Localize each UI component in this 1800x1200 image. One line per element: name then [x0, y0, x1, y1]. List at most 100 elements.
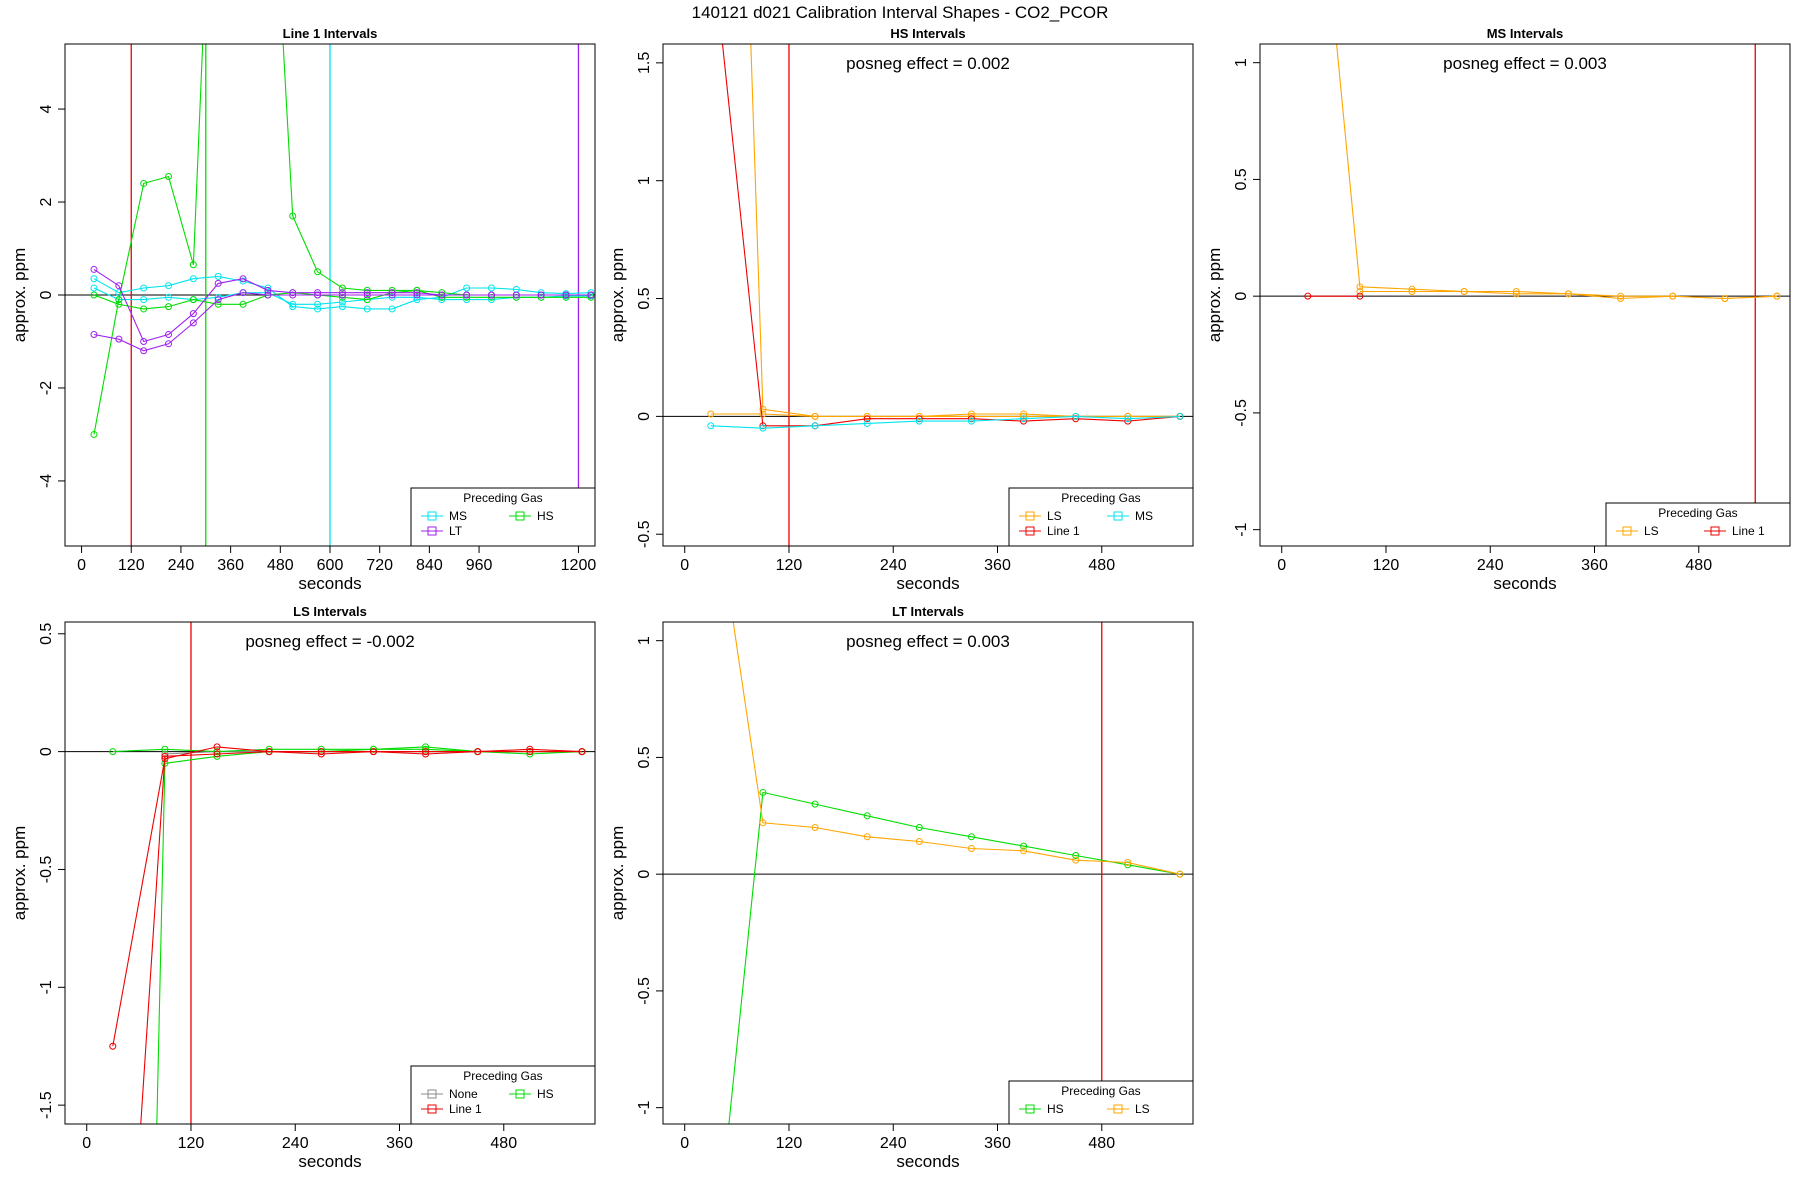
- x-tick-label: 360: [217, 557, 244, 574]
- panel-2: HS Intervals 0 120 240 360 480 -0.5 0 0.5 1 1.5 sec…: [608, 26, 1194, 593]
- y-tick-label: 1: [636, 636, 653, 645]
- data-point: [438, 291, 446, 299]
- legend: Preceding Gas None HS Line 1: [410, 1065, 596, 1125]
- y-tick-label: 2: [38, 197, 55, 206]
- data-point: [1020, 415, 1028, 423]
- data-point: [587, 293, 595, 301]
- data-point: [1124, 858, 1132, 866]
- data-point: [438, 293, 446, 301]
- y-tick-label: -0.5: [38, 856, 55, 884]
- data-point: [915, 837, 923, 845]
- data-point: [213, 750, 221, 758]
- x-tick-label: 120: [118, 557, 145, 574]
- y-tick-label: 0.5: [636, 287, 653, 309]
- y-tick-label: 0: [38, 290, 55, 299]
- data-point: [317, 745, 325, 753]
- data-point: [314, 305, 322, 313]
- y-tick-label: -1: [38, 980, 55, 994]
- series-line-hs: [93, 289, 591, 310]
- legend: Preceding Gas LS MS Line 1: [1008, 487, 1194, 547]
- x-tick-label: 120: [1373, 557, 1400, 574]
- data-point: [265, 748, 273, 756]
- legend-label: Line 1: [449, 1102, 482, 1116]
- posneg-annotation: posneg effect = 0.003: [1443, 54, 1607, 73]
- data-point: [915, 415, 923, 423]
- data-point: [1512, 287, 1520, 295]
- legend-marker: [1710, 526, 1720, 536]
- data-point: [189, 296, 197, 304]
- data-point: [578, 748, 586, 756]
- y-tick-label: 0.5: [636, 746, 653, 768]
- data-point: [1356, 287, 1364, 295]
- data-point: [338, 289, 346, 297]
- data-point: [165, 282, 173, 290]
- x-tick-label: 240: [168, 557, 195, 574]
- data-point: [1356, 292, 1364, 300]
- legend-label: LS: [1135, 1102, 1150, 1116]
- series-line-ms: [93, 275, 591, 310]
- data-point: [526, 750, 534, 758]
- x-tick-label: 480: [1088, 557, 1115, 574]
- data-point: [1072, 415, 1080, 423]
- y-tick-label: 0.5: [38, 623, 55, 645]
- y-tick-label: -1.5: [38, 1091, 55, 1119]
- data-point: [863, 812, 871, 820]
- data-point: [388, 286, 396, 294]
- x-tick-label: 720: [366, 557, 393, 574]
- series-line-hs: [93, 44, 591, 435]
- legend-label: HS: [1047, 1102, 1064, 1116]
- data-point: [338, 298, 346, 306]
- data-point: [317, 748, 325, 756]
- x-tick-label: 480: [490, 1135, 517, 1152]
- data-point: [239, 277, 247, 285]
- x-tick-label: 600: [317, 557, 344, 574]
- y-tick-label: 1.5: [636, 52, 653, 74]
- data-point: [363, 291, 371, 299]
- data-point: [388, 293, 396, 301]
- data-point: [1020, 417, 1028, 425]
- data-point: [317, 750, 325, 758]
- data-point: [1072, 412, 1080, 420]
- data-point: [165, 340, 173, 348]
- data-point: [463, 284, 471, 292]
- data-point: [115, 300, 123, 308]
- panel-5: LT Intervals 0 120 240 360 480 -1 -0.5 0 0.5 1 seco…: [608, 604, 1194, 1171]
- data-point: [363, 289, 371, 297]
- data-point: [463, 291, 471, 299]
- x-tick-label: 360: [1581, 557, 1608, 574]
- series-line-hs: [156, 748, 583, 1124]
- data-point: [115, 296, 123, 304]
- legend-marker: [1113, 511, 1123, 521]
- data-point: [189, 310, 197, 318]
- panel-title: Line 1 Intervals: [283, 26, 378, 41]
- data-point: [863, 833, 871, 841]
- panel-title: LS Intervals: [293, 604, 367, 619]
- y-tick-label: 0: [636, 870, 653, 879]
- x-tick-label: 960: [466, 557, 493, 574]
- y-tick-label: -4: [38, 474, 55, 488]
- data-point: [115, 282, 123, 290]
- data-point: [587, 291, 595, 299]
- legend-marker: [427, 526, 437, 536]
- plot-frame: [662, 43, 1194, 547]
- data-point: [363, 286, 371, 294]
- data-point: [915, 417, 923, 425]
- y-tick-label: -0.5: [1233, 399, 1250, 427]
- data-point: [487, 291, 495, 299]
- panel-title: HS Intervals: [890, 26, 965, 41]
- legend-label: MS: [449, 509, 467, 523]
- legend-box: [1605, 502, 1791, 547]
- x-tick-label: 360: [386, 1135, 413, 1152]
- data-point: [90, 331, 98, 339]
- data-point: [214, 300, 222, 308]
- data-point: [1020, 847, 1028, 855]
- data-point: [136, 1149, 142, 1155]
- data-point: [140, 179, 148, 187]
- data-point: [1564, 290, 1572, 298]
- x-axis-label: seconds: [896, 574, 959, 593]
- data-point: [189, 261, 197, 269]
- data-point: [487, 284, 495, 292]
- y-tick-label: 0: [1233, 292, 1250, 301]
- data-point: [759, 819, 767, 827]
